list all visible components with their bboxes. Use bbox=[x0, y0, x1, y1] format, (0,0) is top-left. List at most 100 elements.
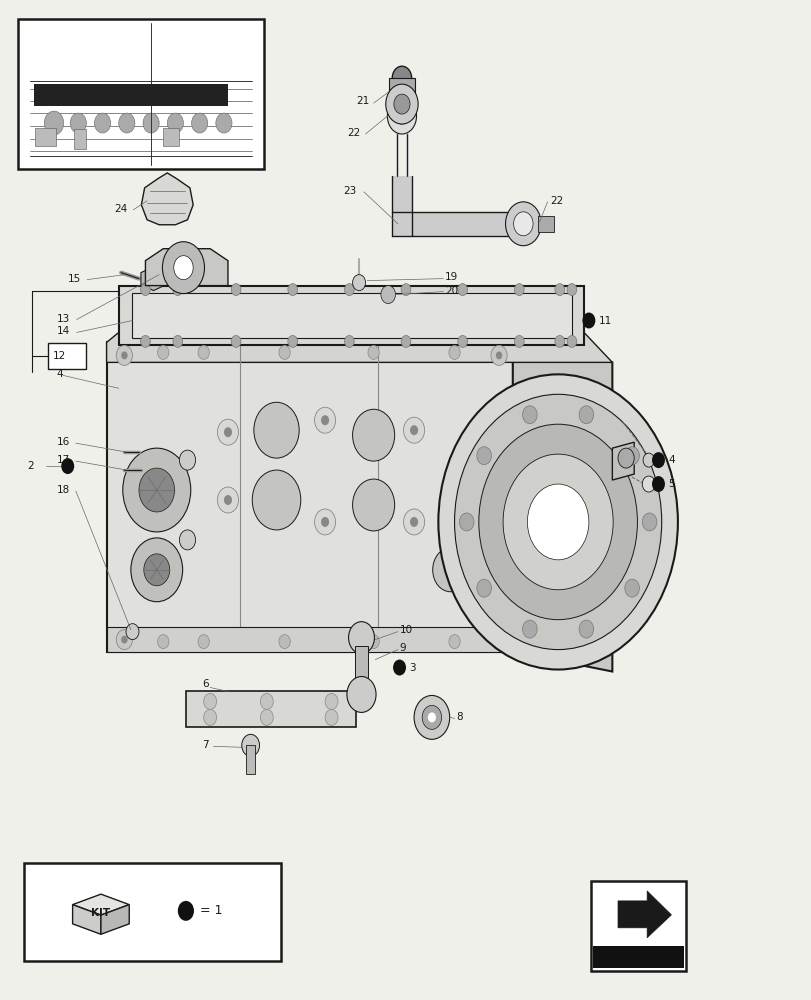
Circle shape bbox=[144, 554, 169, 586]
Circle shape bbox=[126, 624, 139, 640]
Text: 6: 6 bbox=[202, 679, 208, 689]
Circle shape bbox=[178, 901, 194, 921]
Circle shape bbox=[279, 345, 290, 359]
Circle shape bbox=[403, 417, 424, 443]
Text: 24: 24 bbox=[114, 204, 128, 214]
Bar bbox=[388, 78, 414, 96]
FancyBboxPatch shape bbox=[18, 19, 264, 169]
Circle shape bbox=[324, 693, 337, 709]
Circle shape bbox=[427, 712, 436, 722]
Text: 15: 15 bbox=[67, 274, 81, 284]
Bar bbox=[74, 129, 86, 149]
Circle shape bbox=[173, 335, 182, 347]
Circle shape bbox=[414, 695, 449, 739]
Circle shape bbox=[179, 530, 195, 550]
Polygon shape bbox=[118, 286, 583, 345]
Text: 4: 4 bbox=[56, 369, 63, 379]
Circle shape bbox=[217, 487, 238, 513]
Text: 14: 14 bbox=[56, 326, 70, 336]
Polygon shape bbox=[132, 293, 571, 338]
Text: 12: 12 bbox=[53, 351, 67, 361]
Circle shape bbox=[497, 413, 508, 427]
Circle shape bbox=[242, 734, 260, 756]
Polygon shape bbox=[141, 173, 193, 225]
Circle shape bbox=[454, 394, 661, 650]
Circle shape bbox=[143, 113, 159, 133]
Circle shape bbox=[380, 286, 395, 304]
Text: 17: 17 bbox=[56, 455, 70, 465]
Circle shape bbox=[122, 448, 191, 532]
Text: 18: 18 bbox=[56, 485, 70, 495]
Bar bbox=[392, 176, 411, 236]
FancyBboxPatch shape bbox=[49, 343, 85, 369]
Circle shape bbox=[217, 419, 238, 445]
Bar bbox=[354, 646, 367, 691]
Circle shape bbox=[198, 635, 209, 649]
Text: 2: 2 bbox=[28, 461, 34, 471]
Circle shape bbox=[367, 635, 379, 649]
Circle shape bbox=[578, 620, 593, 638]
Circle shape bbox=[344, 284, 354, 296]
Text: 19: 19 bbox=[444, 272, 457, 282]
Circle shape bbox=[352, 409, 394, 461]
Circle shape bbox=[496, 636, 502, 644]
Circle shape bbox=[554, 284, 564, 296]
Polygon shape bbox=[611, 442, 633, 480]
Circle shape bbox=[320, 517, 328, 527]
Circle shape bbox=[367, 345, 379, 359]
Circle shape bbox=[121, 351, 127, 359]
Bar bbox=[392, 212, 515, 236]
Circle shape bbox=[505, 202, 540, 246]
Text: 7: 7 bbox=[202, 740, 208, 750]
Circle shape bbox=[118, 113, 135, 133]
Circle shape bbox=[191, 113, 208, 133]
Bar bbox=[163, 128, 179, 146]
Circle shape bbox=[204, 693, 217, 709]
Circle shape bbox=[410, 425, 418, 435]
Text: 21: 21 bbox=[355, 96, 369, 106]
Circle shape bbox=[522, 620, 537, 638]
Circle shape bbox=[116, 345, 132, 365]
Circle shape bbox=[179, 450, 195, 470]
Bar bbox=[246, 745, 255, 774]
Circle shape bbox=[157, 345, 169, 359]
Circle shape bbox=[503, 454, 612, 590]
Circle shape bbox=[522, 406, 537, 424]
Circle shape bbox=[438, 374, 677, 670]
Circle shape bbox=[140, 335, 150, 347]
Polygon shape bbox=[141, 267, 166, 291]
Circle shape bbox=[204, 709, 217, 725]
Text: 16: 16 bbox=[56, 437, 70, 447]
Circle shape bbox=[94, 113, 110, 133]
Bar bbox=[34, 84, 228, 106]
Circle shape bbox=[61, 458, 74, 474]
Polygon shape bbox=[72, 894, 129, 915]
FancyBboxPatch shape bbox=[590, 881, 685, 971]
Circle shape bbox=[403, 509, 424, 535]
Circle shape bbox=[324, 709, 337, 725]
Circle shape bbox=[448, 345, 460, 359]
Circle shape bbox=[131, 538, 182, 602]
Circle shape bbox=[642, 513, 656, 531]
Text: 5: 5 bbox=[667, 479, 674, 489]
Circle shape bbox=[139, 468, 174, 512]
Circle shape bbox=[450, 450, 466, 470]
Circle shape bbox=[157, 635, 169, 649]
Circle shape bbox=[476, 579, 491, 597]
Circle shape bbox=[410, 517, 418, 527]
Text: 3: 3 bbox=[409, 663, 415, 673]
Circle shape bbox=[348, 622, 374, 654]
Circle shape bbox=[387, 98, 416, 134]
Circle shape bbox=[45, 111, 63, 135]
Circle shape bbox=[401, 284, 410, 296]
Circle shape bbox=[279, 635, 290, 649]
Polygon shape bbox=[106, 342, 513, 652]
Circle shape bbox=[491, 345, 507, 365]
Circle shape bbox=[514, 335, 524, 347]
Circle shape bbox=[401, 335, 410, 347]
Circle shape bbox=[260, 693, 273, 709]
Polygon shape bbox=[617, 891, 671, 938]
Circle shape bbox=[478, 424, 637, 620]
Circle shape bbox=[566, 284, 576, 296]
Circle shape bbox=[642, 476, 654, 492]
